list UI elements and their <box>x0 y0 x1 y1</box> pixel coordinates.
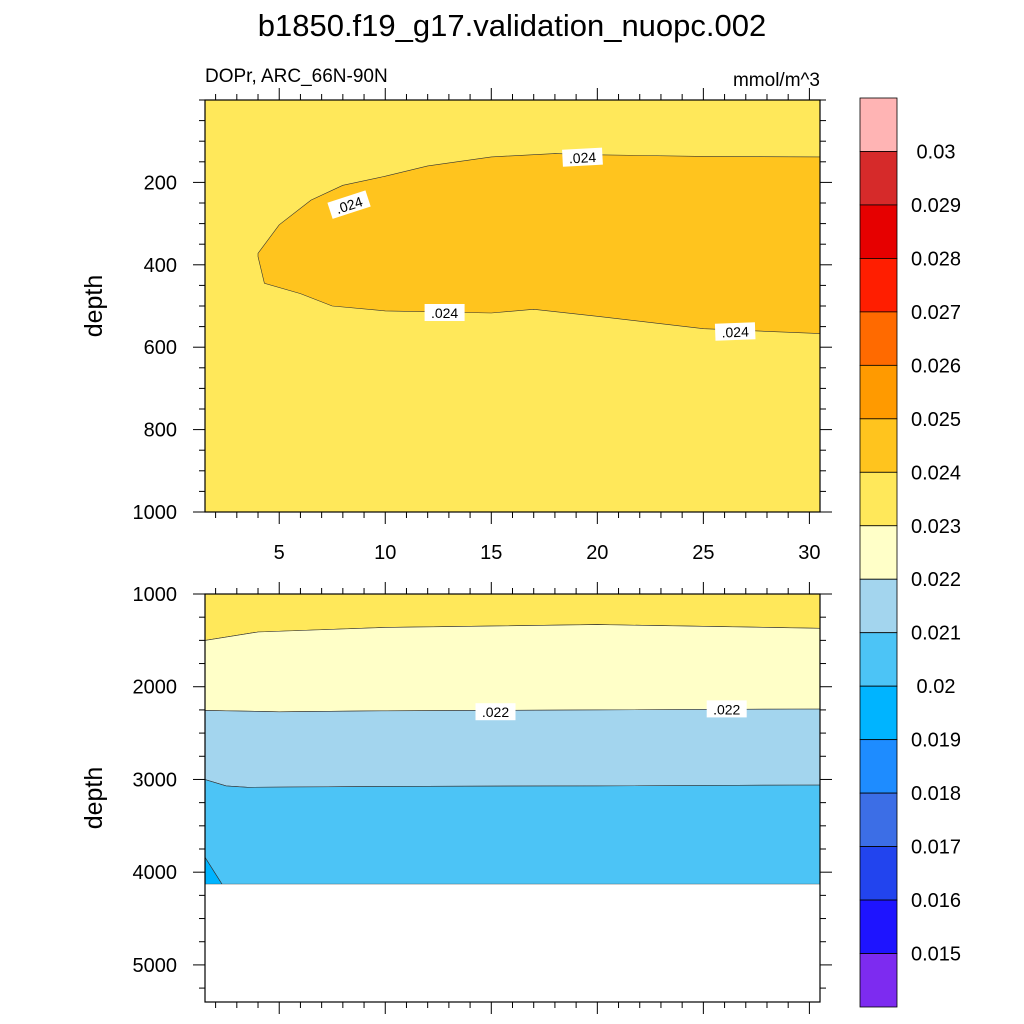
colorbar-box-13 <box>859 792 898 847</box>
upper-xtick-label-20: 20 <box>586 542 608 564</box>
upper-xtick-label-5: 5 <box>274 542 285 564</box>
colorbar-box-7 <box>859 471 898 527</box>
lower-contour-label-bg-0 <box>475 703 516 721</box>
units-label: mmol/m^3 <box>733 70 820 91</box>
lower-contour-label-text-1: .022 <box>713 701 740 717</box>
lower-ytick-label-5000: 5000 <box>133 955 178 977</box>
upper-band-0.024-0.025 <box>257 153 820 334</box>
lower-contour-label-0: .022 <box>475 703 516 721</box>
upper-ytick-label-400: 400 <box>144 255 177 277</box>
lower-band-0.020-0.021 <box>205 779 820 885</box>
variable-label: DOPr, ARC_66N-90N <box>205 66 388 87</box>
upper-ytick-label-1000: 1000 <box>133 502 178 524</box>
upper-contour-label-bg-2 <box>424 304 465 321</box>
lower-missing-area <box>205 884 820 1002</box>
colorbar-box-3 <box>859 258 898 313</box>
lower-ytick-label-3000: 3000 <box>133 769 178 791</box>
lower-ytick-label-2000: 2000 <box>133 677 178 699</box>
lower-contour-label-text-0: .022 <box>482 704 509 720</box>
upper-contour-label-3: .024 <box>714 322 756 341</box>
colorbar-label-1: 0.029 <box>911 195 961 217</box>
colorbar: 0.03 0.029 0.028 0.027 0.026 0.025 0.024 0.023 0… <box>859 97 961 1008</box>
colorbar-label-11: 0.019 <box>911 730 961 752</box>
lower-plot-area <box>205 594 820 1002</box>
colorbar-label-2: 0.028 <box>911 248 961 270</box>
colorbar-label-0: 0.03 <box>917 141 956 163</box>
lower-band-0.021-0.022 <box>205 708 820 788</box>
upper-ytick-label-600: 600 <box>144 337 177 359</box>
colorbar-label-12: 0.018 <box>911 783 961 805</box>
upper-contour-label-bg-1 <box>327 190 371 219</box>
colorbar-box-10 <box>859 632 898 687</box>
colorbar-box-8 <box>859 525 898 580</box>
colorbar-box-4 <box>859 311 898 366</box>
colorbar-label-9: 0.021 <box>911 623 961 645</box>
lower-band-0.022-0.023 <box>205 624 820 713</box>
colorbar-box-1 <box>859 151 898 206</box>
colorbar-label-8: 0.022 <box>911 569 961 591</box>
upper-contour-label-0: .024 <box>562 147 603 167</box>
upper-contour-label-text-0: .024 <box>568 149 596 166</box>
colorbar-label-7: 0.023 <box>911 516 961 538</box>
upper-ytick-label-800: 800 <box>144 420 177 442</box>
chart-title: b1850.f19_g17.validation_nuopc.002 <box>258 8 767 43</box>
upper-contour-label-text-3: .024 <box>721 324 749 341</box>
upper-contour-label-bg-0 <box>562 147 603 167</box>
colorbar-label-3: 0.027 <box>911 302 961 324</box>
upper-contour-label-2: .024 <box>424 304 465 321</box>
colorbar-box-16 <box>859 953 898 1008</box>
lower-ytick-label-4000: 4000 <box>133 862 178 884</box>
colorbar-label-10: 0.02 <box>917 676 956 698</box>
lower-ylabel: depth <box>80 767 108 830</box>
colorbar-box-11 <box>859 685 898 741</box>
upper-ylabel: depth <box>80 275 108 338</box>
colorbar-label-4: 0.026 <box>911 355 961 377</box>
upper-plot-area <box>205 100 820 512</box>
colorbar-box-0 <box>859 97 898 152</box>
colorbar-label-5: 0.025 <box>911 409 961 431</box>
colorbar-box-2 <box>859 204 898 259</box>
upper-ytick-label-200: 200 <box>144 172 177 194</box>
upper-xtick-label-15: 15 <box>480 542 502 564</box>
upper-contour-label-bg-3 <box>714 322 756 341</box>
colorbar-label-15: 0.015 <box>911 944 961 966</box>
upper-xtick-label-10: 10 <box>374 542 396 564</box>
colorbar-label-14: 0.016 <box>911 890 961 912</box>
colorbar-label-13: 0.017 <box>911 837 961 859</box>
lower-contour-label-1: .022 <box>706 700 747 718</box>
colorbar-box-5 <box>859 364 898 420</box>
lower-ytick-label-1000: 1000 <box>133 584 178 606</box>
lower-contour-label-bg-1 <box>706 700 747 718</box>
lower-band-0.019-0.020 <box>205 856 223 885</box>
colorbar-box-12 <box>859 739 898 794</box>
colorbar-box-14 <box>859 846 898 901</box>
lower-panel: .022 .022 1000 2000 3000 4000 5000 depth <box>80 582 832 1014</box>
upper-contour-label-text-2: .024 <box>431 305 458 321</box>
upper-xtick-label-30: 30 <box>798 542 820 564</box>
colorbar-box-6 <box>859 418 898 473</box>
colorbar-box-15 <box>859 899 898 954</box>
upper-xtick-label-25: 25 <box>692 542 714 564</box>
colorbar-label-6: 0.024 <box>911 462 961 484</box>
colorbar-box-9 <box>859 578 898 634</box>
